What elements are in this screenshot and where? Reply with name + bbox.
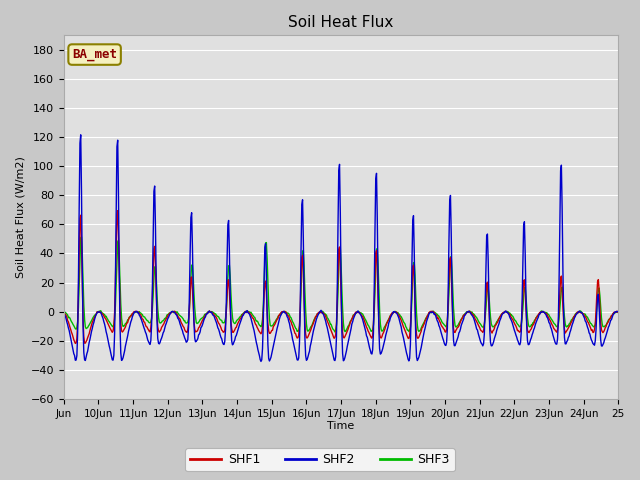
SHF2 xyxy=(60,311,68,316)
SHF1 xyxy=(185,321,193,326)
Line: SHF1: SHF1 xyxy=(64,211,618,343)
SHF1 xyxy=(614,309,621,315)
SHF3 xyxy=(213,313,221,319)
SHF1 xyxy=(114,208,122,214)
Text: BA_met: BA_met xyxy=(72,48,117,61)
Title: Soil Heat Flux: Soil Heat Flux xyxy=(289,15,394,30)
SHF2 xyxy=(77,132,84,138)
SHF3 xyxy=(184,319,191,325)
SHF1 xyxy=(70,337,77,343)
SHF2 xyxy=(184,337,191,343)
SHF2 xyxy=(614,309,621,314)
SHF3 xyxy=(77,234,85,240)
SHF2 xyxy=(70,351,77,357)
SHF3 xyxy=(60,309,68,315)
SHF2 xyxy=(128,317,136,323)
SHF3 xyxy=(70,323,77,329)
Line: SHF3: SHF3 xyxy=(64,237,618,332)
SHF1 xyxy=(410,262,417,268)
SHF1 xyxy=(426,309,433,315)
SHF1 xyxy=(72,340,79,346)
SHF1 xyxy=(129,311,136,316)
X-axis label: Time: Time xyxy=(328,421,355,432)
SHF1 xyxy=(60,309,68,315)
SHF2 xyxy=(257,359,265,364)
SHF3 xyxy=(410,260,417,266)
SHF2 xyxy=(426,310,433,316)
SHF3 xyxy=(128,313,136,319)
SHF3 xyxy=(331,329,339,335)
SHF3 xyxy=(614,310,621,315)
Legend: SHF1, SHF2, SHF3: SHF1, SHF2, SHF3 xyxy=(185,448,455,471)
SHF2 xyxy=(213,322,221,328)
Y-axis label: Soil Heat Flux (W/m2): Soil Heat Flux (W/m2) xyxy=(15,156,25,278)
SHF3 xyxy=(426,310,433,316)
SHF2 xyxy=(410,213,417,218)
Line: SHF2: SHF2 xyxy=(64,135,618,361)
SHF1 xyxy=(214,319,221,324)
